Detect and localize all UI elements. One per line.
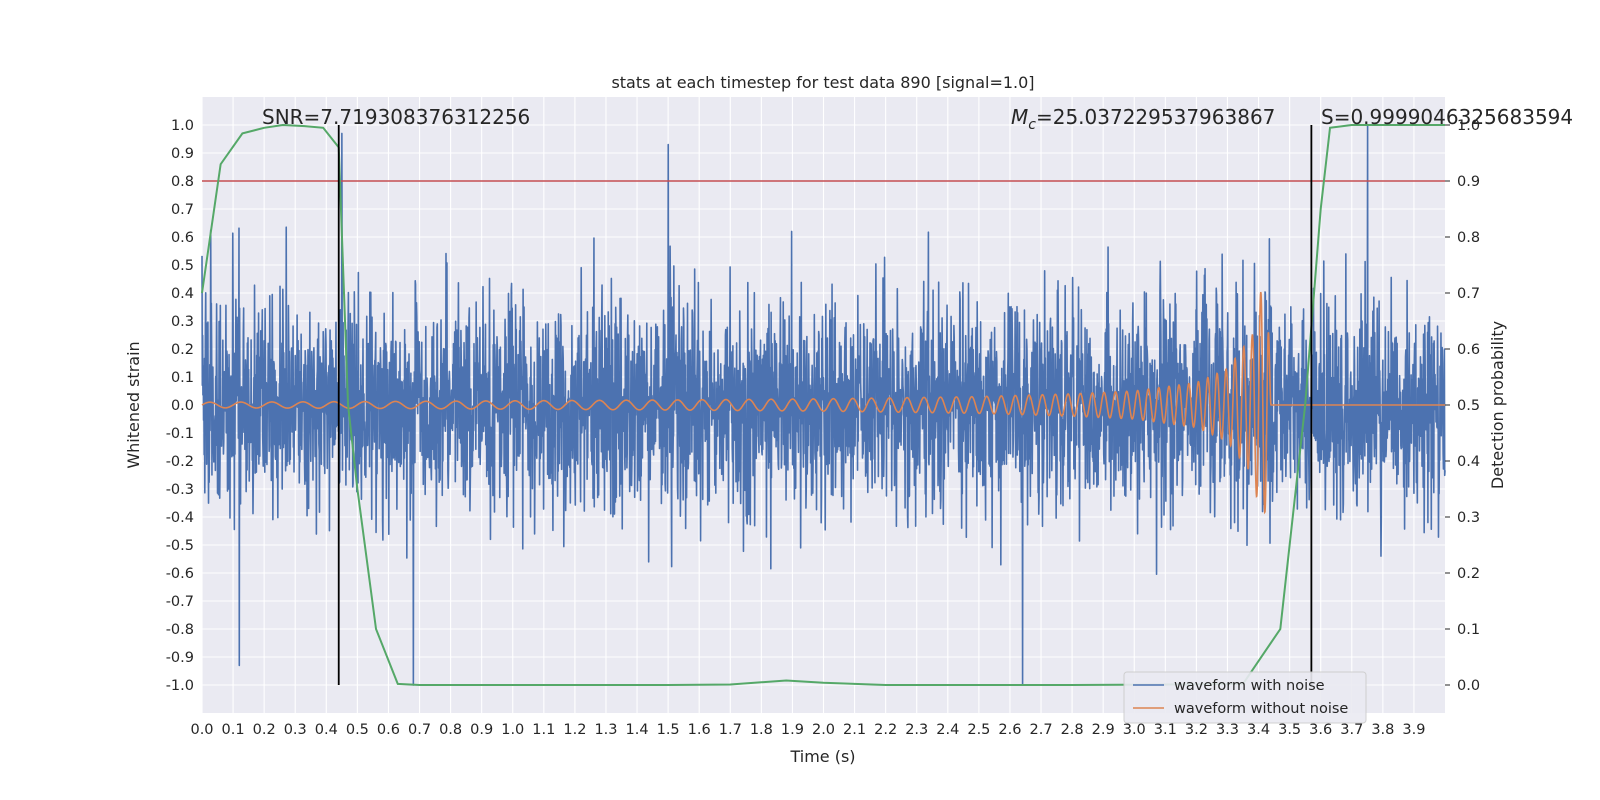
x-tick-label: 2.6 <box>998 722 1021 738</box>
x-tick-label: 3.5 <box>1278 722 1301 738</box>
chirp-mass-value: =25.037229537963867 <box>1036 105 1275 129</box>
x-tick-label: 2.2 <box>874 722 897 738</box>
series-detection-probability <box>201 123 1445 686</box>
y2-axis-label: Detection probability <box>1488 321 1507 489</box>
y2-tick-label: 0.5 <box>1457 398 1480 414</box>
x-tick-label: 3.3 <box>1216 722 1239 738</box>
x-tick-label: 1.1 <box>532 722 555 738</box>
y2-tick-label: 0.1 <box>1457 622 1480 638</box>
y-tick-label: 0.6 <box>171 230 194 246</box>
y-tick-label: 0.3 <box>171 314 194 330</box>
y-tick-label: -0.2 <box>166 454 194 470</box>
x-tick-label: 0.7 <box>408 722 431 738</box>
chirp-mass-symbol: M <box>1011 105 1028 129</box>
y2-tick-label: 0.8 <box>1457 230 1480 246</box>
x-tick-label: 3.4 <box>1247 722 1270 738</box>
x-tick-label: 3.7 <box>1340 722 1363 738</box>
y-tick-label: -0.5 <box>166 538 194 554</box>
x-tick-label: 1.5 <box>657 722 680 738</box>
x-tick-label: 1.0 <box>501 722 524 738</box>
legend: waveform with noise waveform without noi… <box>1123 671 1367 724</box>
x-tick-label: 1.9 <box>781 722 804 738</box>
x-tick-label: 0.0 <box>190 722 213 738</box>
x-tick-label: 3.9 <box>1402 722 1425 738</box>
x-tick-label: 0.5 <box>346 722 369 738</box>
series-waveform-without-noise <box>201 291 1445 515</box>
x-tick-label: 3.8 <box>1371 722 1394 738</box>
chirp-mass-subscript: c <box>1028 117 1036 133</box>
x-tick-label: 1.2 <box>563 722 586 738</box>
x-tick-label: 0.6 <box>377 722 400 738</box>
snr-annotation: SNR=7.719308376312256 <box>262 105 530 129</box>
y-tick-label: 1.0 <box>171 118 194 134</box>
ticks: 0.0 0.1 0.2 0.3 0.4 0.5 0.6 0.7 0.8 0.9 1.0 1.1 1.2 1… <box>166 118 1480 738</box>
y-tick-label: 0.2 <box>171 342 194 358</box>
y-axis-label: Whitened strain <box>124 341 143 468</box>
x-axis-label: Time (s) <box>789 747 855 766</box>
y2-tick-label: 0.9 <box>1457 174 1480 190</box>
y-tick-label: -0.6 <box>166 566 194 582</box>
chart-title: stats at each timestep for test data 890… <box>611 73 1034 92</box>
x-tick-label: 1.6 <box>688 722 711 738</box>
x-tick-label: 0.9 <box>470 722 493 738</box>
x-tick-label: 0.2 <box>253 722 276 738</box>
x-tick-label: 0.4 <box>315 722 338 738</box>
x-tick-label: 2.1 <box>843 722 866 738</box>
y2-tick-label: 0.7 <box>1457 286 1480 302</box>
y-tick-label: 0.4 <box>171 286 194 302</box>
legend-frame <box>1123 671 1367 724</box>
y-tick-label: 0.8 <box>171 174 194 190</box>
y-tick-label: 0.9 <box>171 146 194 162</box>
x-tick-label: 3.2 <box>1185 722 1208 738</box>
significance-annotation: S=0.9999046325683594 <box>1321 105 1573 129</box>
y2-tick-label: 0.3 <box>1457 510 1480 526</box>
y-tick-label: -0.4 <box>166 510 194 526</box>
x-tick-label: 2.9 <box>1092 722 1115 738</box>
x-tick-label: 0.3 <box>284 722 307 738</box>
x-tick-label: 3.1 <box>1154 722 1177 738</box>
y-tick-label: -1.0 <box>166 678 194 694</box>
y2-tick-label: 0.6 <box>1457 342 1480 358</box>
x-tick-label: 3.6 <box>1309 722 1332 738</box>
x-tick-label: 3.0 <box>1123 722 1146 738</box>
y2-tick-label: 0.4 <box>1457 454 1480 470</box>
chirp-mass-annotation: Mc=25.037229537963867 <box>1011 105 1275 133</box>
x-tick-label: 2.3 <box>905 722 928 738</box>
y2-tick-label: 0.2 <box>1457 566 1480 582</box>
y-tick-label: 0.7 <box>171 202 194 218</box>
x-tick-label: 2.5 <box>967 722 990 738</box>
x-tick-label: 0.8 <box>439 722 462 738</box>
x-tick-label: 2.7 <box>1029 722 1052 738</box>
y-tick-label: -0.8 <box>166 622 194 638</box>
y2-tick-label: 1.0 <box>1457 118 1480 134</box>
plot-area <box>201 123 1446 686</box>
y-tick-label: -0.3 <box>166 482 194 498</box>
y-tick-label: -0.1 <box>166 426 194 442</box>
y-tick-label: 0.0 <box>171 398 194 414</box>
y2-tick-label: 0.0 <box>1457 678 1480 694</box>
y-tick-label: 0.5 <box>171 258 194 274</box>
x-tick-label: 2.0 <box>812 722 835 738</box>
x-tick-label: 0.1 <box>222 722 245 738</box>
x-tick-label: 2.8 <box>1061 722 1084 738</box>
y-tick-label: -0.7 <box>166 594 194 610</box>
y-tick-label: -0.9 <box>166 650 194 666</box>
x-tick-label: 1.8 <box>750 722 773 738</box>
legend-label-noisy: waveform with noise <box>1174 678 1325 694</box>
x-tick-label: 2.4 <box>936 722 959 738</box>
x-tick-label: 1.3 <box>594 722 617 738</box>
y-tick-label: 0.1 <box>171 370 194 386</box>
x-tick-label: 1.7 <box>719 722 742 738</box>
x-tick-label: 1.4 <box>626 722 649 738</box>
legend-label-clean: waveform without noise <box>1174 701 1348 717</box>
